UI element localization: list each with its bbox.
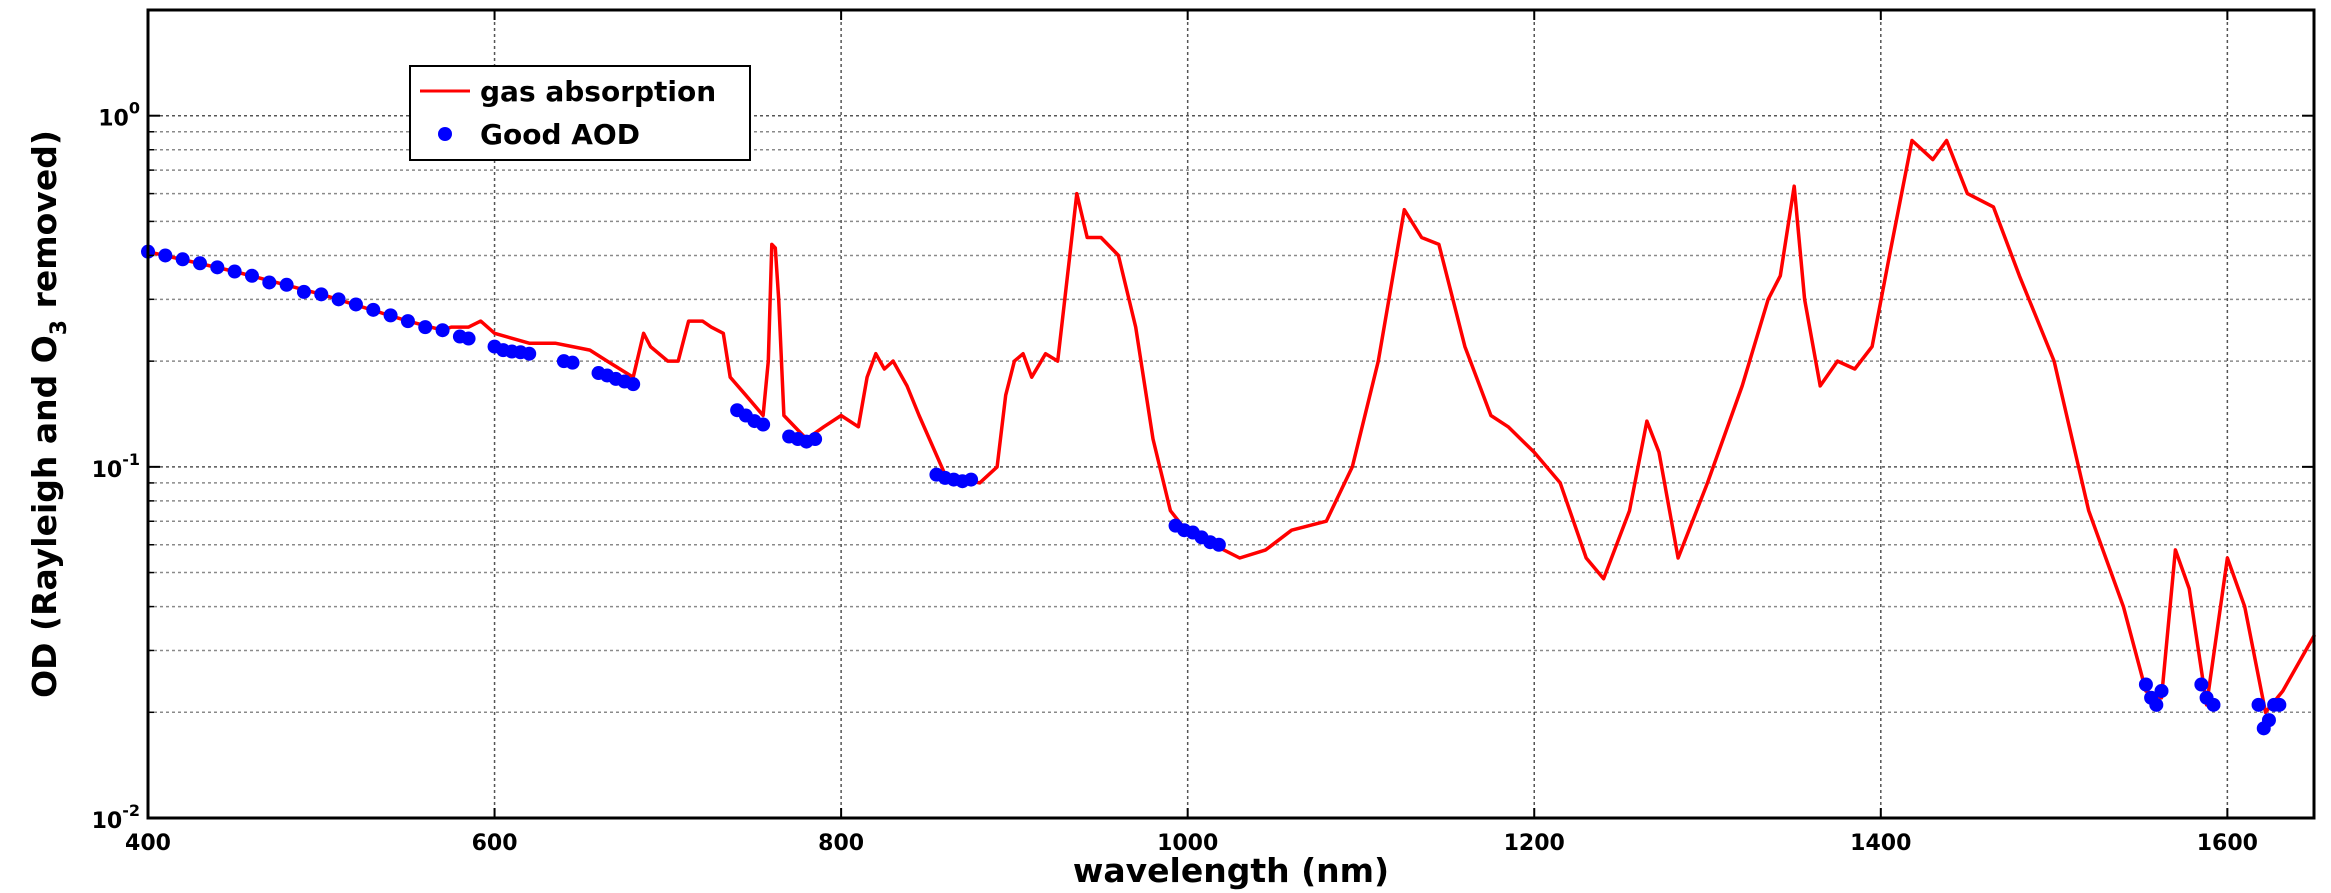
good-aod-point <box>565 355 580 370</box>
good-aod-point <box>808 432 823 447</box>
plot-frame <box>146 8 2316 820</box>
y-tick-label-base: 10 <box>92 458 123 483</box>
good-aod-point <box>964 472 979 487</box>
good-aod-point <box>2194 677 2209 692</box>
x-tick-label: 1400 <box>1850 831 1911 856</box>
good-aod-point <box>158 248 173 263</box>
x-tick-label: 1200 <box>1504 831 1565 856</box>
y-axis-title-part1: OD (Rayleigh and O <box>25 335 64 698</box>
good-aod-point <box>244 268 259 283</box>
good-aod-point <box>348 297 363 312</box>
legend-box <box>409 65 751 161</box>
good-aod-point <box>366 302 381 317</box>
good-aod-point <box>2138 677 2153 692</box>
good-aod-point <box>331 292 346 307</box>
good-aod-point <box>210 260 225 275</box>
good-aod-point <box>227 264 242 279</box>
good-aod-point <box>1211 537 1226 552</box>
good-aod-point <box>626 377 641 392</box>
y-tick-label-exponent: -2 <box>122 801 140 820</box>
series-gas-absorption-line <box>146 138 2316 715</box>
legend-gas-absorption-label: gas absorption <box>480 75 716 108</box>
legend-good-aod-marker <box>438 127 452 141</box>
good-aod-point <box>262 275 277 290</box>
y-tick-label-exponent: 0 <box>129 99 140 118</box>
good-aod-point <box>400 314 415 329</box>
legend-good-aod-label: Good AOD <box>480 118 640 151</box>
good-aod-point <box>2154 683 2169 698</box>
good-aod-point <box>2149 697 2164 712</box>
x-tick-label: 400 <box>125 831 171 856</box>
good-aod-point <box>418 320 433 335</box>
good-aod-point <box>2272 697 2287 712</box>
good-aod-point <box>192 256 207 271</box>
good-aod-point <box>2206 697 2221 712</box>
x-tick-label: 1000 <box>1157 831 1218 856</box>
y-tick-label: 10-2 <box>92 801 140 834</box>
x-tick-label: 1600 <box>2197 831 2258 856</box>
y-tick-label: 10-1 <box>92 450 140 483</box>
good-aod-point <box>2251 697 2266 712</box>
y-tick-label-base: 10 <box>92 809 123 834</box>
y-axis-title: OD (Rayleigh and O3 removed) <box>25 130 72 698</box>
legend: gas absorption Good AOD <box>409 65 751 161</box>
good-aod-point <box>2261 713 2276 728</box>
good-aod-point <box>383 308 398 323</box>
x-tick-label: 800 <box>818 831 864 856</box>
y-tick-label-base: 10 <box>98 107 129 132</box>
good-aod-point <box>279 277 294 292</box>
good-aod-point <box>522 346 537 361</box>
x-tick-label: 600 <box>472 831 518 856</box>
x-axis-title: wavelength (nm) <box>1073 851 1389 890</box>
good-aod-point <box>314 287 329 302</box>
y-tick-label-exponent: -1 <box>122 450 140 469</box>
y-axis-title-subscript: 3 <box>47 320 72 335</box>
series-layer <box>141 138 2316 736</box>
y-axis-title-part2: removed) <box>25 130 64 320</box>
good-aod-point <box>461 331 476 346</box>
good-aod-point <box>435 323 450 338</box>
good-aod-point <box>296 284 311 299</box>
good-aod-point <box>756 417 771 432</box>
y-tick-label: 100 <box>98 99 140 132</box>
good-aod-point <box>175 252 190 267</box>
